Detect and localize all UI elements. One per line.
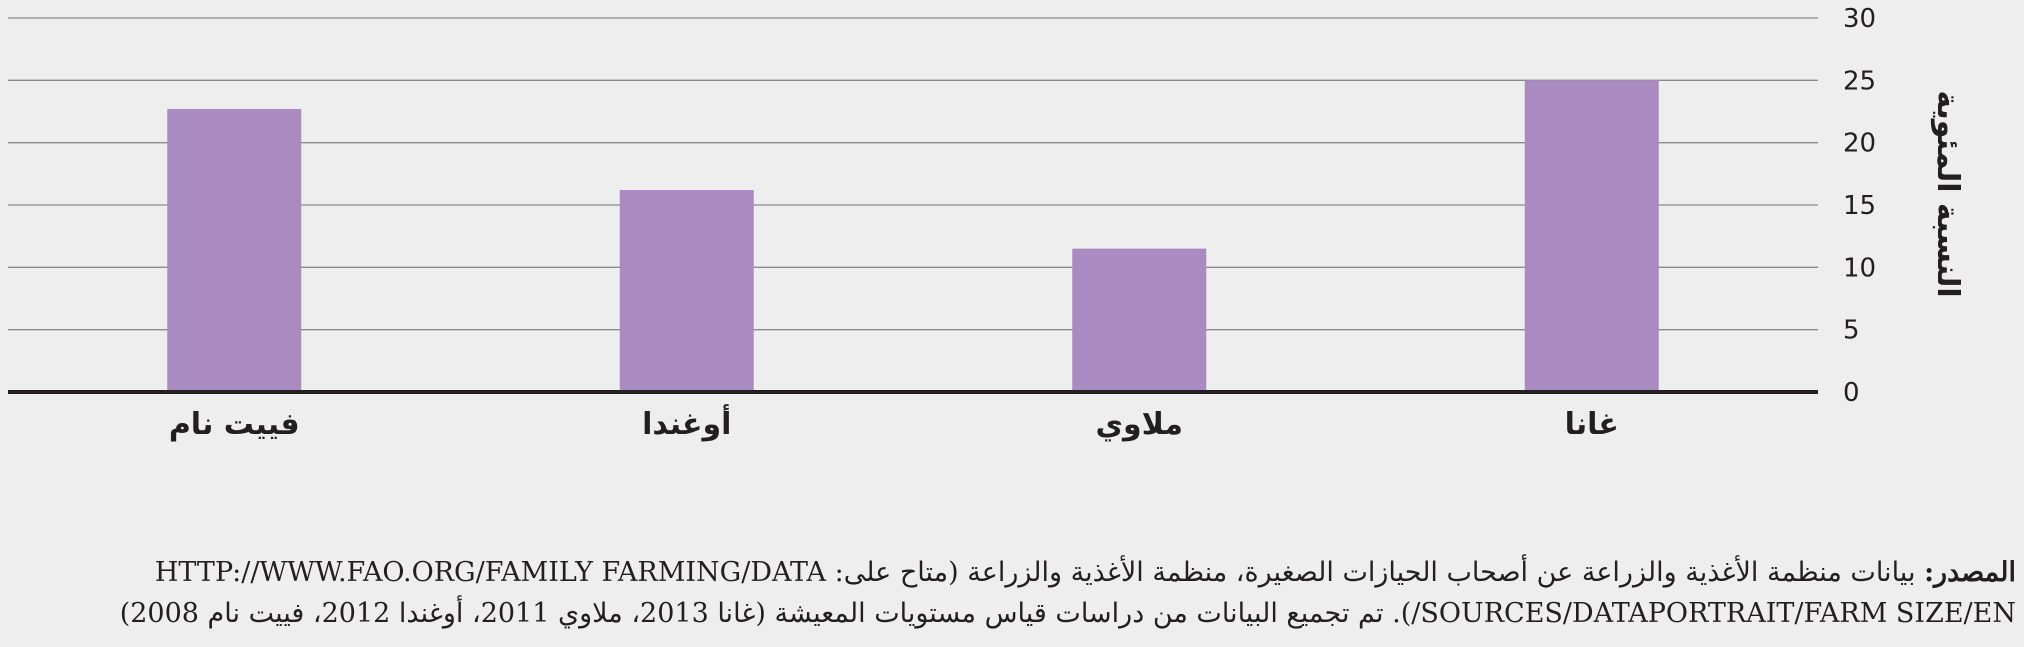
y-axis-title: النسبة المئوية	[1930, 90, 1965, 297]
gridlines	[8, 17, 1818, 331]
y-tick-label: 20	[1843, 129, 1876, 159]
y-tick-label: 25	[1843, 66, 1876, 96]
y-axis-ticks: 0 5 10 15 20 25 30	[1843, 4, 1876, 408]
bar	[1524, 80, 1659, 392]
bar	[167, 109, 302, 393]
source-note: المصدر: بيانات منظمة الأغذية والزراعة عن…	[26, 552, 2016, 634]
y-tick-label: 15	[1843, 191, 1876, 221]
category-label: ملاوي	[1096, 407, 1184, 442]
category-label: غانا	[1565, 407, 1619, 442]
bars	[167, 80, 1659, 393]
category-labels: غانا ملاوي أوغندا فييت نام	[169, 404, 1619, 442]
bar	[1072, 248, 1207, 392]
bar	[619, 190, 754, 392]
category-label: أوغندا	[642, 404, 731, 442]
y-tick-label: 30	[1843, 4, 1876, 34]
y-tick-label: 0	[1843, 378, 1860, 408]
y-tick-label: 5	[1843, 316, 1860, 346]
source-label: المصدر:	[1924, 557, 2016, 588]
category-label: فييت نام	[169, 407, 300, 442]
source-text: بيانات منظمة الأغذية والزراعة عن أصحاب ا…	[119, 557, 2016, 629]
y-tick-label: 10	[1843, 253, 1876, 283]
